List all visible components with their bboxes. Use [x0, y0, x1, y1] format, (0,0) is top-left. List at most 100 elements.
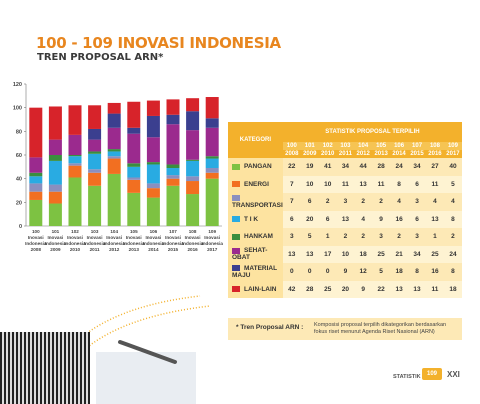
statistics-header: STATISTIK PROPOSAL TERPILIH	[282, 122, 462, 142]
table-category-cell: SEHAT-OBAT	[228, 245, 283, 263]
year-row: 2008 2009 2010 2011 2012 2013 2014 2015 2016 2017	[228, 150, 462, 158]
bar-segment-energi	[127, 179, 141, 193]
table-value-cell: 1	[426, 228, 444, 246]
x-tick-label: Inovasi	[185, 235, 201, 240]
bar-segment-pangan	[186, 194, 200, 226]
x-tick-label: 103	[91, 229, 99, 234]
bar-segment-pangan	[146, 197, 160, 226]
table-value-cell: 24	[390, 158, 409, 176]
table-code-header: 106	[390, 142, 409, 150]
x-tick-label: 101	[52, 229, 60, 234]
bar-segment-transportasi	[146, 183, 160, 189]
table-value-cell: 25	[318, 280, 337, 298]
table-value-cell: 3	[372, 228, 391, 246]
y-tick-label: 60	[16, 153, 22, 159]
table-code-header: 109	[443, 142, 462, 150]
x-tick-label: 2009	[50, 247, 61, 252]
table-value-cell: 34	[336, 158, 355, 176]
table-value-cell: 13	[282, 245, 301, 263]
x-tick-label: 108	[189, 229, 197, 234]
category-swatch	[232, 233, 240, 240]
bar-segment-material-maju	[127, 127, 141, 134]
category-swatch	[232, 265, 240, 272]
table-year-header: 2016	[426, 150, 444, 158]
bar-segment-transportasi	[186, 176, 200, 182]
table-value-cell: 2	[372, 193, 391, 211]
bar-segment-material-maju	[107, 113, 121, 128]
bar-segment-t-i-k	[88, 153, 102, 170]
stacked-bar-chart: 020406080100120100InovasiIndonesia200810…	[13, 82, 224, 252]
x-tick-label: Inovasi	[106, 235, 122, 240]
y-tick-label: 80	[16, 129, 22, 135]
bar-segment-lain-lain	[205, 97, 219, 119]
bar-segment-sehat-obat	[205, 127, 219, 157]
category-swatch	[232, 216, 240, 223]
bar-segment-hankam	[146, 162, 160, 165]
bar-segment-material-maju	[146, 115, 160, 138]
table-value-cell: 10	[300, 175, 319, 193]
x-tick-label: Indonesia	[123, 241, 145, 246]
table-value-cell: 6	[408, 210, 426, 228]
table-value-cell: 4	[390, 193, 409, 211]
bar-segment-material-maju	[166, 114, 180, 125]
table-code-header: 101	[300, 142, 319, 150]
table-value-cell: 9	[354, 280, 373, 298]
x-tick-label: 109	[208, 229, 216, 234]
table-value-cell: 34	[408, 158, 426, 176]
table-value-cell: 18	[443, 280, 462, 298]
bar-segment-pangan	[166, 185, 180, 226]
table-code-header: 108	[426, 142, 444, 150]
bar-segment-lain-lain	[29, 107, 43, 158]
bar-segment-material-maju	[205, 118, 219, 128]
note-text: Komposisi proposal terpilih dikategorika…	[314, 322, 447, 335]
bar-segment-hankam	[48, 155, 62, 161]
category-label: SEHAT-OBAT	[232, 247, 268, 262]
table-value-cell: 10	[336, 245, 355, 263]
table-value-cell: 11	[336, 175, 355, 193]
table-value-cell: 11	[426, 280, 444, 298]
bar-segment-lain-lain	[146, 100, 160, 116]
decorative-photo	[0, 295, 211, 404]
table-year-header: 2015	[408, 150, 426, 158]
table-code-header: 100	[282, 142, 301, 150]
bar-segment-lain-lain	[88, 105, 102, 129]
table-value-cell: 8	[443, 263, 462, 281]
statistics-table: KATEGORI STATISTIK PROPOSAL TERPILIH 100…	[228, 122, 462, 298]
category-label: TRANSPORTASI	[232, 201, 283, 209]
category-swatch	[232, 181, 240, 188]
x-tick-label: Indonesia	[201, 241, 223, 246]
bar-segment-transportasi	[29, 183, 43, 192]
table-row: HANKAM 3 5 1 2 2 3 2 3 1 2	[228, 228, 462, 246]
bar-segment-sehat-obat	[107, 127, 121, 150]
table-row: PANGAN 22 19 41 34 44 28 24 34 27 40	[228, 158, 462, 176]
x-tick-label: 2010	[70, 247, 81, 252]
table-value-cell: 17	[318, 245, 337, 263]
x-tick-label: 2012	[109, 247, 120, 252]
bar-segment-material-maju	[186, 111, 200, 131]
table-value-cell: 13	[408, 280, 426, 298]
table-row: SEHAT-OBAT 13 13 17 10 18 25 21 34 25 24	[228, 245, 462, 263]
table-value-cell: 22	[282, 158, 301, 176]
table-value-cell: 4	[354, 210, 373, 228]
table-value-cell: 25	[426, 245, 444, 263]
table-value-cell: 3	[336, 193, 355, 211]
bar-segment-pangan	[127, 192, 141, 226]
bar-segment-hankam	[68, 155, 82, 157]
table-value-cell: 3	[282, 228, 301, 246]
bar-segment-t-i-k	[166, 168, 180, 176]
bar-segment-sehat-obat	[88, 139, 102, 152]
bar-segment-energi	[29, 191, 43, 200]
bar-segment-sehat-obat	[166, 124, 180, 165]
bar-segment-sehat-obat	[127, 133, 141, 164]
kategori-header: KATEGORI	[228, 122, 283, 158]
table-value-cell: 2	[390, 228, 409, 246]
x-tick-label: Inovasi	[28, 235, 44, 240]
table-code-header: 105	[372, 142, 391, 150]
bar-segment-sehat-obat	[48, 139, 62, 155]
table-row: ENERGI 7 10 10 11 13 11 8 6 11 5	[228, 175, 462, 193]
x-tick-label: Inovasi	[204, 235, 220, 240]
category-swatch	[232, 247, 240, 254]
table-year-header: 2008	[282, 150, 301, 158]
table-value-cell: 3	[408, 193, 426, 211]
x-tick-label: Inovasi	[126, 235, 142, 240]
